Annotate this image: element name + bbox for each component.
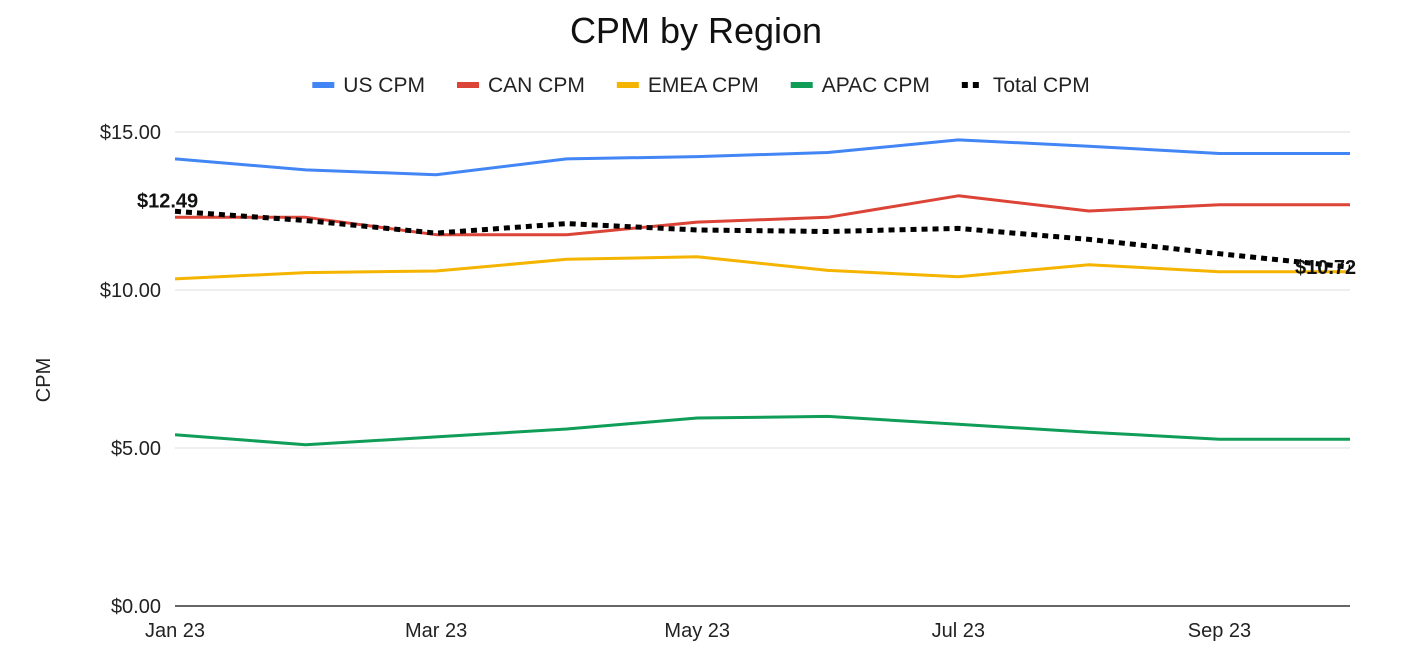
series-lines xyxy=(174,138,1351,447)
x-axis-ticks: Jan 23 Mar 23 May 23 Jul 23 Sep 23 xyxy=(145,620,1251,642)
data-label: $12.49 xyxy=(137,190,198,212)
y-tick-label: $10.00 xyxy=(100,280,161,302)
series-line-can-cpm xyxy=(175,194,1350,237)
x-tick-label: Mar 23 xyxy=(405,620,467,642)
y-tick-label: $15.00 xyxy=(100,122,161,144)
x-tick-label: May 23 xyxy=(664,620,730,642)
x-tick-label: Jan 23 xyxy=(145,620,205,642)
legend-label: APAC CPM xyxy=(822,74,930,97)
series-line-total-cpm xyxy=(174,208,1351,270)
legend-label: Total CPM xyxy=(993,74,1090,97)
chart-title: CPM by Region xyxy=(570,10,822,51)
series-line-apac-cpm xyxy=(174,414,1350,447)
x-tick-label: Jul 23 xyxy=(932,620,985,642)
legend-label: US CPM xyxy=(343,74,425,97)
y-axis-ticks: $0.00 $5.00 $10.00 $15.00 xyxy=(100,122,161,618)
data-label: $10.72 xyxy=(1295,257,1356,279)
series-line-emea-cpm xyxy=(174,255,1350,281)
y-tick-label: $5.00 xyxy=(111,438,161,460)
x-tick-label: Sep 23 xyxy=(1188,620,1251,642)
legend: US CPM CAN CPM EMEA CPM APAC CPM Total CPM xyxy=(312,74,1090,97)
y-axis-title: CPM xyxy=(33,358,55,402)
gridlines xyxy=(175,131,1350,607)
series-line-us-cpm xyxy=(174,138,1350,177)
y-tick-label: $0.00 xyxy=(111,596,161,618)
legend-label: CAN CPM xyxy=(488,74,585,97)
legend-label: EMEA CPM xyxy=(648,74,759,97)
data-labels: $12.49 $10.72 xyxy=(137,190,1356,279)
